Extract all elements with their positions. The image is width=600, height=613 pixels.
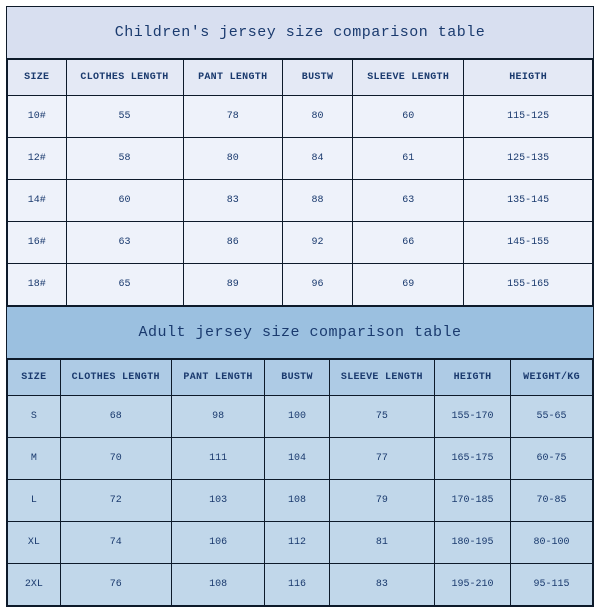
adult-cell: 70-85 [511, 480, 593, 522]
children-cell: 58 [66, 138, 183, 180]
adult-cell: 68 [60, 396, 171, 438]
adult-cell: M [8, 438, 61, 480]
adult-cell: 155-170 [435, 396, 511, 438]
adult-cell: 100 [265, 396, 329, 438]
children-col-header: CLOTHES LENGTH [66, 60, 183, 96]
children-cell: 55 [66, 96, 183, 138]
children-row: 18#65899669155-165 [8, 264, 593, 306]
children-cell: 125-135 [464, 138, 593, 180]
adult-col-header: HEIGTH [435, 360, 511, 396]
adult-cell: 75 [329, 396, 434, 438]
adult-cell: XL [8, 522, 61, 564]
adult-cell: 108 [265, 480, 329, 522]
adult-row: XL7410611281180-19580-100 [8, 522, 593, 564]
children-cell: 63 [66, 222, 183, 264]
children-cell: 60 [66, 180, 183, 222]
adult-cell: 165-175 [435, 438, 511, 480]
adult-row: L7210310879170-18570-85 [8, 480, 593, 522]
adult-cell: 116 [265, 564, 329, 606]
children-row: 16#63869266145-155 [8, 222, 593, 264]
children-cell: 84 [282, 138, 352, 180]
children-cell: 80 [282, 96, 352, 138]
children-col-header: BUSTW [282, 60, 352, 96]
children-cell: 65 [66, 264, 183, 306]
children-title: Children's jersey size comparison table [7, 7, 594, 59]
children-cell: 86 [183, 222, 282, 264]
children-cell: 89 [183, 264, 282, 306]
adult-cell: 195-210 [435, 564, 511, 606]
adult-cell: 79 [329, 480, 434, 522]
adult-cell: 108 [171, 564, 265, 606]
adult-col-header: SIZE [8, 360, 61, 396]
children-title-row: Children's jersey size comparison table [7, 7, 594, 59]
adult-cell: 70 [60, 438, 171, 480]
children-cell: 92 [282, 222, 352, 264]
adult-cell: 170-185 [435, 480, 511, 522]
adult-cell: 95-115 [511, 564, 593, 606]
children-row: 12#58808461125-135 [8, 138, 593, 180]
children-cell: 60 [353, 96, 464, 138]
adult-cell: 104 [265, 438, 329, 480]
adult-row: M7011110477165-17560-75 [8, 438, 593, 480]
adult-row: S689810075155-17055-65 [8, 396, 593, 438]
children-row: 10#55788060115-125 [8, 96, 593, 138]
children-col-header: PANT LENGTH [183, 60, 282, 96]
adult-cell: 80-100 [511, 522, 593, 564]
adult-col-header: SLEEVE LENGTH [329, 360, 434, 396]
adult-col-header: PANT LENGTH [171, 360, 265, 396]
children-cell: 83 [183, 180, 282, 222]
children-cell: 78 [183, 96, 282, 138]
children-col-header: SLEEVE LENGTH [353, 60, 464, 96]
adult-cell: 55-65 [511, 396, 593, 438]
children-cell: 66 [353, 222, 464, 264]
children-cell: 135-145 [464, 180, 593, 222]
size-chart-container: Children's jersey size comparison table … [0, 0, 600, 613]
size-table: Children's jersey size comparison table … [6, 6, 594, 607]
children-cell: 61 [353, 138, 464, 180]
adult-cell: 60-75 [511, 438, 593, 480]
children-col-header: HEIGTH [464, 60, 593, 96]
adult-title: Adult jersey size comparison table [7, 307, 594, 359]
adult-cell: 180-195 [435, 522, 511, 564]
children-cell: 115-125 [464, 96, 593, 138]
children-col-header: SIZE [8, 60, 67, 96]
adult-col-header: WEIGHT/KG [511, 360, 593, 396]
children-cell: 80 [183, 138, 282, 180]
adult-cell: 77 [329, 438, 434, 480]
adult-cell: 76 [60, 564, 171, 606]
children-cell: 63 [353, 180, 464, 222]
children-cell: 69 [353, 264, 464, 306]
adult-cell: 98 [171, 396, 265, 438]
children-cell: 145-155 [464, 222, 593, 264]
adult-cell: 74 [60, 522, 171, 564]
children-cell: 10# [8, 96, 67, 138]
adult-cell: L [8, 480, 61, 522]
children-cell: 14# [8, 180, 67, 222]
adult-cell: 103 [171, 480, 265, 522]
children-cell: 96 [282, 264, 352, 306]
children-cell: 18# [8, 264, 67, 306]
children-cell: 12# [8, 138, 67, 180]
children-row: 14#60838863135-145 [8, 180, 593, 222]
children-cell: 88 [282, 180, 352, 222]
adult-cell: 106 [171, 522, 265, 564]
adult-cell: 81 [329, 522, 434, 564]
adult-cell: 2XL [8, 564, 61, 606]
adult-col-header: BUSTW [265, 360, 329, 396]
children-cell: 155-165 [464, 264, 593, 306]
adult-row: 2XL7610811683195-21095-115 [8, 564, 593, 606]
adult-col-header: CLOTHES LENGTH [60, 360, 171, 396]
adult-cell: 72 [60, 480, 171, 522]
adult-cell: S [8, 396, 61, 438]
adult-cell: 111 [171, 438, 265, 480]
adult-cell: 112 [265, 522, 329, 564]
adult-cell: 83 [329, 564, 434, 606]
adult-title-row: Adult jersey size comparison table [7, 307, 594, 359]
children-cell: 16# [8, 222, 67, 264]
